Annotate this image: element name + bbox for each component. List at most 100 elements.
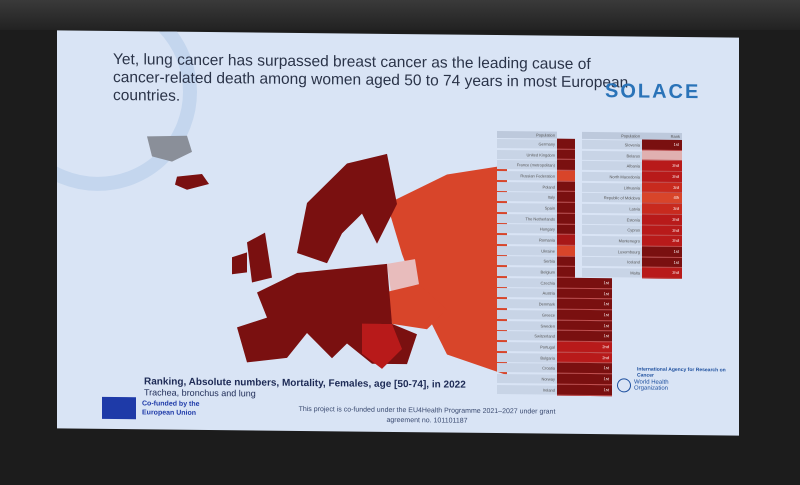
country-label: Luxembourg — [582, 246, 642, 257]
eu-flag-logo — [102, 396, 136, 420]
rank-cell — [557, 213, 575, 225]
rank-cell — [557, 160, 575, 171]
map-caption: Ranking, Absolute numbers, Mortality, Fe… — [144, 376, 466, 399]
country-label: Lithuania — [582, 182, 642, 193]
country-label: North Macedonia — [582, 171, 642, 182]
country-label: Slovenia — [582, 139, 642, 150]
map-iceland — [175, 173, 209, 190]
country-label: Greece — [497, 309, 557, 320]
rank-cell: 2nd — [557, 352, 612, 364]
table-row: Luxembourg 1st — [582, 246, 682, 258]
country-label: Poland — [497, 181, 557, 192]
table-row: Iceland 1st — [582, 256, 682, 269]
rank-cell — [557, 202, 575, 214]
who-logo: World Health Organization — [617, 378, 679, 393]
table-row: Lithuania 3rd — [582, 182, 682, 194]
rank-cell: 1st — [557, 320, 612, 332]
country-label: Belgium — [497, 267, 557, 277]
rank-cell — [557, 181, 575, 193]
iarc-logo: International Agency for Research on Can… — [637, 366, 726, 379]
rank-cell — [557, 138, 575, 150]
column-header: Population — [582, 131, 642, 140]
country-label: Romania — [497, 235, 557, 245]
country-label: Austria — [497, 288, 557, 299]
country-label: Portugal — [497, 341, 557, 352]
country-label: France (metropolitan) — [497, 160, 557, 170]
country-label: Iceland — [582, 257, 642, 267]
map-greenland — [147, 135, 192, 162]
country-label: Latvia — [582, 203, 642, 214]
rank-cell: 3rd — [642, 182, 682, 194]
rank-cell: 1st — [557, 384, 612, 396]
table-row: Latvia 3rd — [582, 203, 682, 215]
table-row: Cyprus 2nd — [582, 224, 682, 237]
country-label: Denmark — [497, 299, 557, 309]
country-label: Spain — [497, 203, 557, 213]
rank-cell: 1st — [557, 277, 612, 289]
country-label: United Kingdom — [497, 149, 557, 160]
country-label: Belarus — [582, 150, 642, 161]
country-label: Ukraine — [497, 245, 557, 256]
country-label: Hungary — [497, 224, 557, 235]
rank-cell — [557, 234, 575, 246]
table-row: Estonia 2nd — [582, 214, 682, 226]
table-row: North Macedonia 2nd — [582, 171, 682, 183]
country-label: Croatia — [497, 363, 557, 373]
rank-cell: 2nd — [642, 171, 682, 183]
rank-cell — [557, 256, 575, 268]
rank-cell: 1st — [642, 257, 682, 269]
rank-cell: 1st — [557, 331, 612, 343]
country-label: Malta — [582, 268, 642, 278]
country-label: Switzerland — [497, 331, 557, 341]
room-ceiling — [0, 0, 800, 30]
country-label: Bulgaria — [497, 352, 557, 363]
rank-cell — [557, 170, 575, 182]
table-row: Slovenia 1st — [582, 139, 682, 151]
rank-cell: 2nd — [642, 160, 682, 173]
map-russia — [387, 165, 507, 376]
eu-cofunded-label: Co-funded by the European Union — [142, 400, 200, 417]
rank-cell: 1st — [557, 373, 612, 386]
rank-cell — [557, 266, 575, 278]
country-label: Russian Federation — [497, 170, 557, 181]
rank-cell: 4th — [642, 192, 682, 205]
country-label: Germany — [497, 138, 557, 149]
table-row: Albania 2nd — [582, 160, 682, 173]
country-label: Albania — [582, 161, 642, 171]
rank-cell — [557, 149, 575, 161]
slide-title: Yet, lung cancer has surpassed breast ca… — [113, 51, 629, 105]
ranking-table-right: Population Rank Slovenia 1st Belarus Albania… — [582, 131, 682, 279]
map-ireland — [232, 252, 247, 275]
europe-map — [147, 135, 507, 376]
solace-logo: SOLACE — [605, 80, 701, 104]
map-belarus — [387, 259, 419, 292]
rank-cell: 2nd — [557, 341, 612, 353]
country-label: Norway — [497, 374, 557, 384]
table-row: Malta 2nd — [582, 267, 682, 279]
map-balkans — [362, 323, 402, 369]
country-label: The Netherlands — [497, 213, 557, 224]
country-label: Italy — [497, 192, 557, 202]
rank-cell: 2nd — [642, 225, 682, 237]
rank-cell: 1st — [557, 363, 612, 375]
presentation-slide: Yet, lung cancer has surpassed breast ca… — [57, 30, 739, 436]
table-row: Ireland 1st — [497, 384, 612, 396]
country-label: Montenegro — [582, 235, 642, 246]
rank-cell — [557, 224, 575, 236]
table-row: Belarus — [582, 150, 682, 162]
country-label: Cyprus — [582, 225, 642, 235]
rank-cell: 3rd — [642, 203, 682, 215]
rank-cell — [557, 192, 575, 203]
rank-cell: 2nd — [642, 214, 682, 226]
rank-cell — [642, 150, 682, 162]
rank-cell — [557, 245, 575, 257]
map-ukraine — [387, 284, 447, 330]
rank-cell: 2nd — [642, 235, 682, 247]
rank-cell: 1st — [557, 298, 612, 311]
rank-cell: 1st — [557, 309, 612, 321]
country-label: Estonia — [582, 214, 642, 225]
map-uk — [247, 232, 272, 283]
country-label: Ireland — [497, 384, 557, 395]
rank-cell: 1st — [642, 139, 682, 151]
table-row: Montenegro 2nd — [582, 235, 682, 247]
